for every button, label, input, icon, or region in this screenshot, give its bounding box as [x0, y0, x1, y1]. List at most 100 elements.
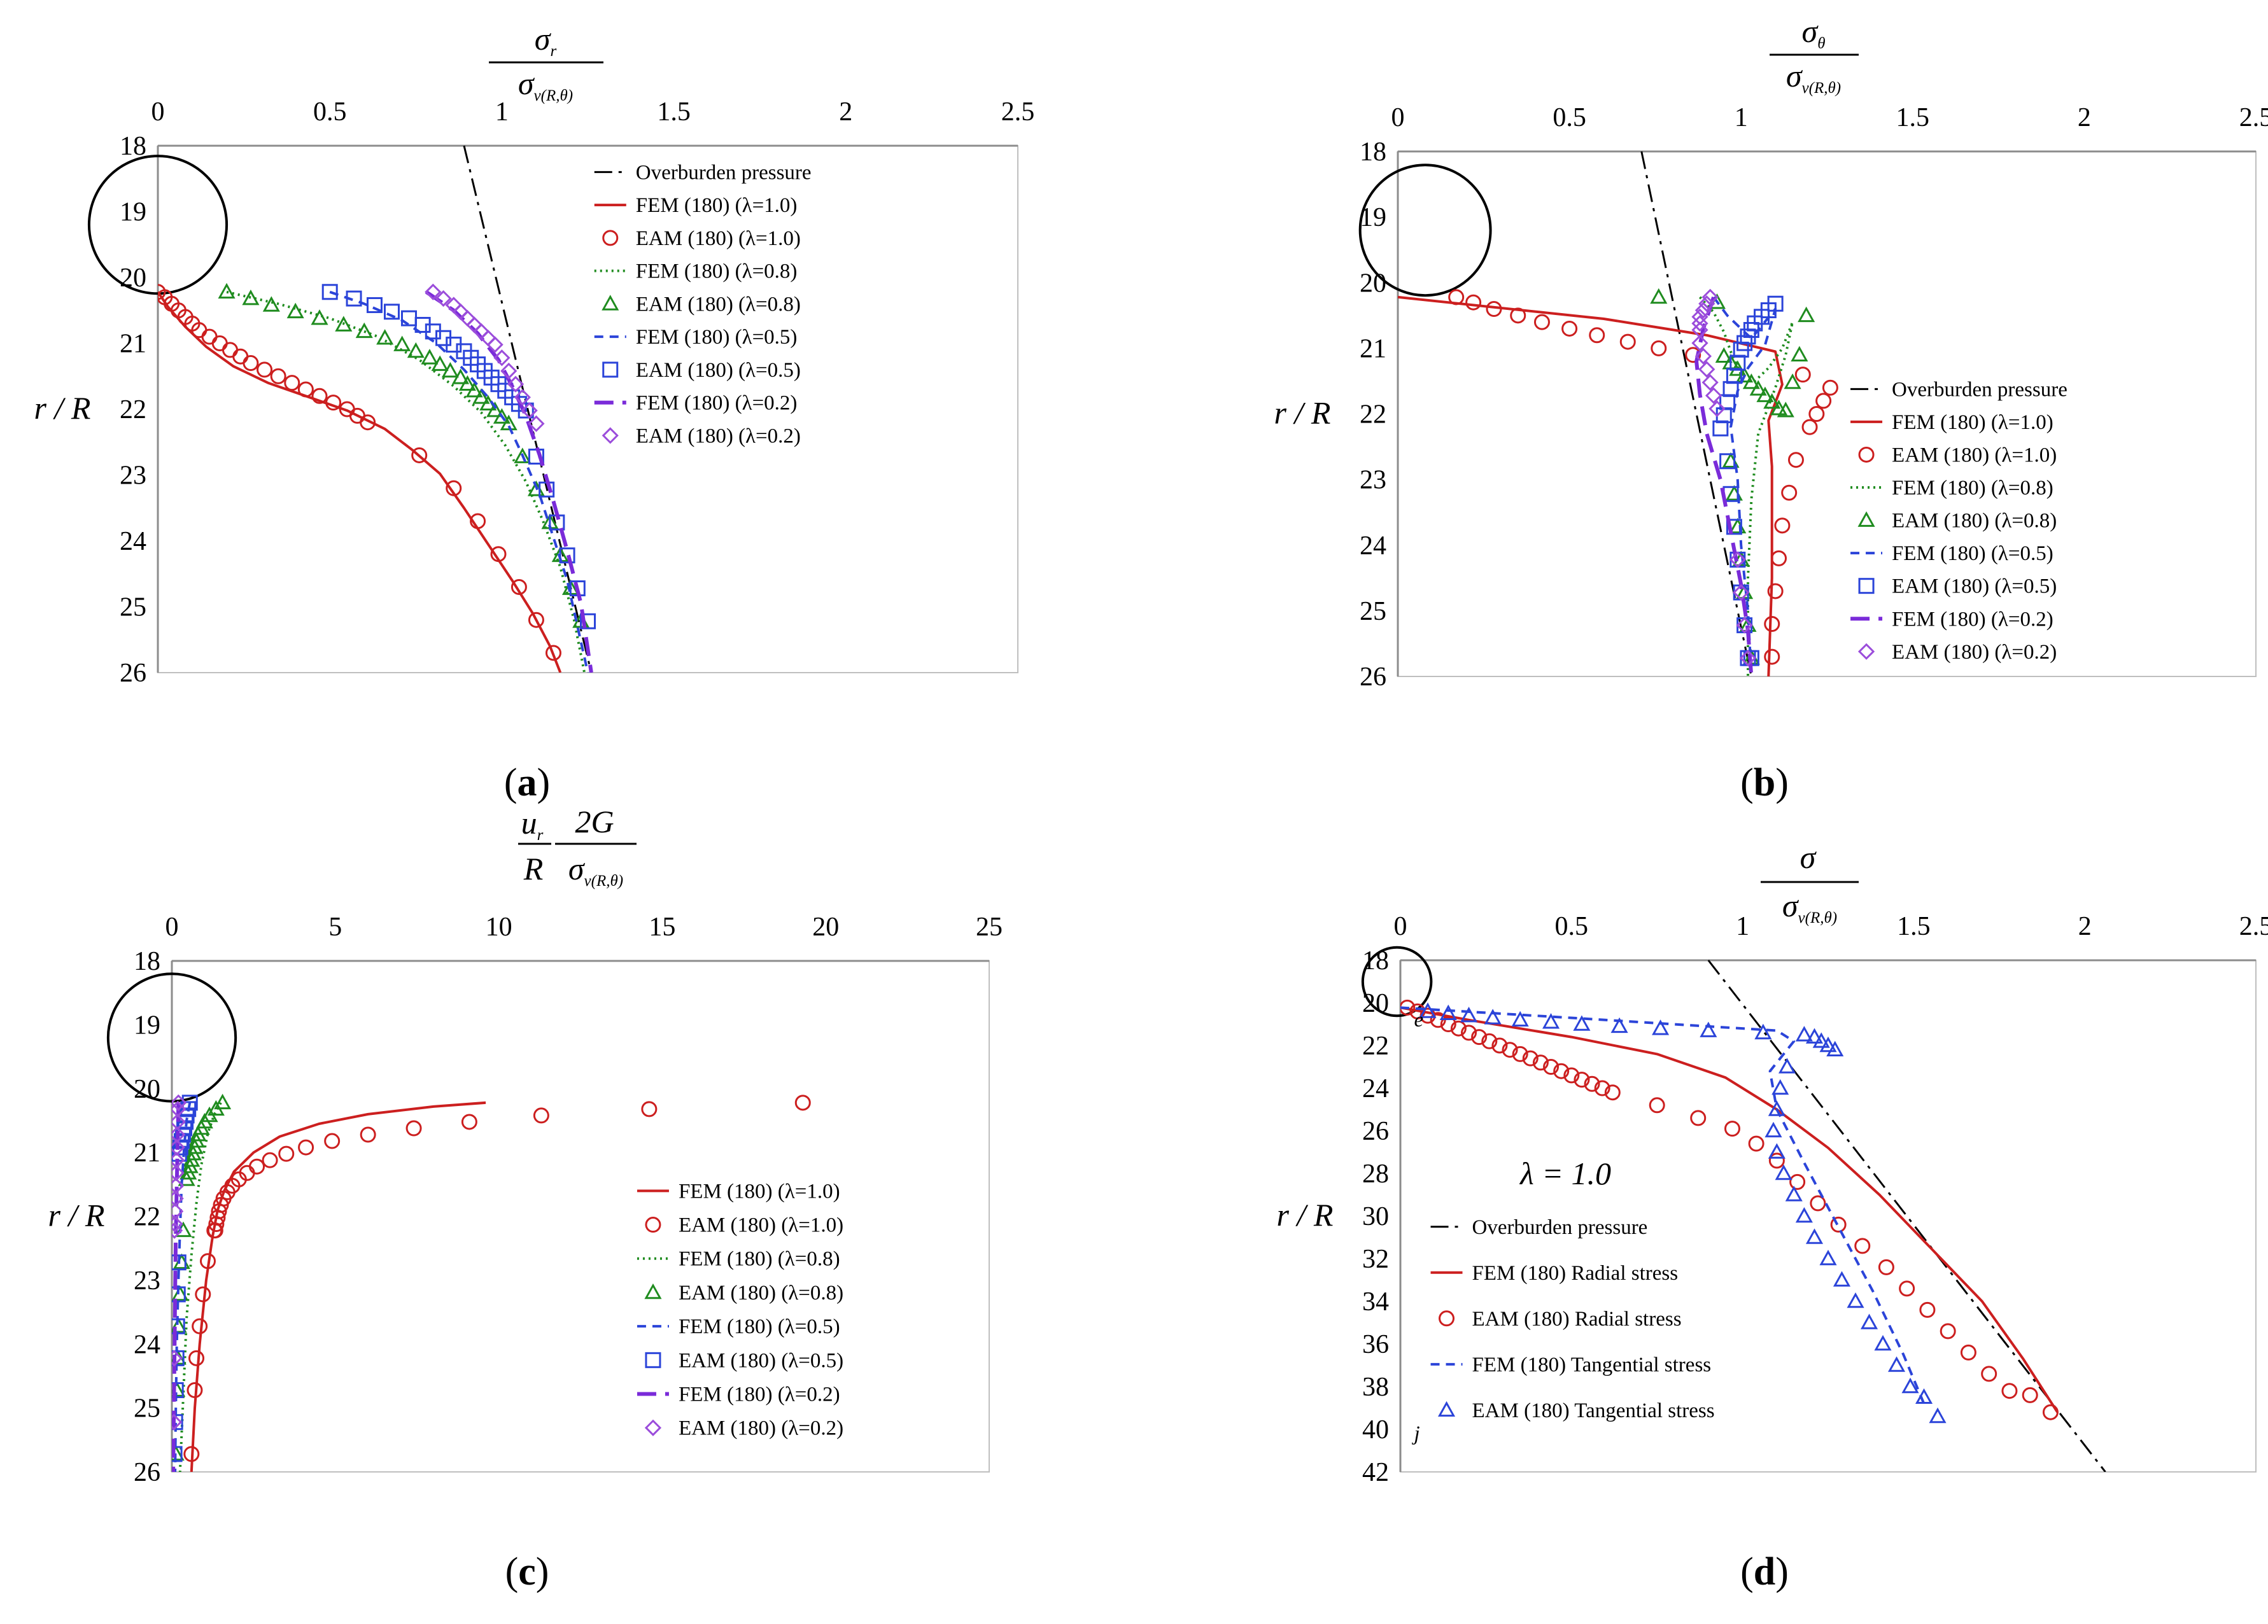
y-tick-label-b: 22	[1360, 400, 1386, 430]
y-tick-label-d: 42	[1362, 1458, 1389, 1487]
data-point-a-2	[158, 284, 166, 300]
data-point-b-4	[1742, 373, 1760, 389]
data-point-a-2	[325, 395, 342, 411]
x-tick-label-a: 2	[839, 97, 852, 127]
xlabel-c: ur R 2G σv(R,θ)	[518, 804, 637, 890]
data-point-d-4	[1778, 1058, 1796, 1074]
data-point-c-1	[206, 1222, 223, 1239]
data-point-d-4	[1805, 1228, 1824, 1244]
data-point-d-4	[1819, 1249, 1837, 1266]
data-point-b-2	[1815, 393, 1832, 409]
caption-d: (d)	[1740, 1550, 1789, 1593]
plot-frame-b	[1397, 151, 2257, 677]
data-point-c-3	[181, 1158, 199, 1173]
data-point-b-8	[1701, 288, 1719, 306]
series-line-d-0	[1707, 960, 2106, 1472]
data-point-d-4	[1826, 1040, 1844, 1056]
data-point-d-4	[1785, 1186, 1803, 1201]
data-point-c-1	[199, 1253, 216, 1270]
y-tick-label-b: 20	[1360, 269, 1386, 298]
x-tick-label-c: 0	[166, 913, 179, 942]
data-point-d-4	[1771, 1079, 1789, 1095]
data-point-d-2	[1960, 1344, 1976, 1361]
data-point-c-1	[298, 1139, 314, 1156]
plot-area-d	[1400, 960, 2106, 1472]
point-label-j: j	[1412, 1422, 1420, 1445]
legend-swatch-c	[645, 1217, 661, 1233]
data-point-b-8	[1701, 374, 1719, 391]
data-point-a-6	[321, 284, 338, 300]
svg-text:σ: σ	[1800, 839, 1817, 875]
data-point-a-2	[490, 546, 507, 563]
data-point-d-4	[1860, 1313, 1878, 1329]
data-point-b-2	[1448, 289, 1465, 305]
data-point-a-4	[486, 401, 504, 417]
data-point-d-4	[1805, 1028, 1824, 1044]
data-point-d-4	[1652, 1019, 1670, 1035]
y-tick-label-b: 23	[1360, 466, 1386, 495]
data-point-c-5	[172, 1318, 185, 1334]
data-point-a-4	[286, 302, 304, 319]
legend-swatch-b	[1858, 446, 1875, 463]
legend-label-b: Overburden pressure	[1892, 378, 2067, 401]
data-point-c-7	[172, 1413, 183, 1431]
data-point-d-2	[1768, 1152, 1785, 1169]
data-point-c-7	[172, 1222, 183, 1239]
data-point-a-2	[311, 388, 328, 404]
data-point-c-1	[360, 1126, 376, 1143]
data-point-d-2	[1471, 1029, 1488, 1046]
data-point-b-2	[1561, 320, 1578, 337]
data-point-d-4	[1847, 1292, 1864, 1308]
data-point-d-2	[1830, 1216, 1847, 1233]
data-point-a-6	[559, 547, 575, 564]
data-point-b-2	[1794, 367, 1811, 383]
caption-a: (a)	[504, 761, 550, 804]
y-axis-label-c: r / R	[48, 1198, 105, 1233]
data-point-a-6	[346, 290, 362, 307]
data-point-d-4	[1460, 1007, 1478, 1023]
data-point-a-8	[528, 415, 545, 432]
x-tick-label-d: 1.5	[1897, 912, 1931, 941]
data-point-a-6	[580, 613, 596, 629]
data-point-a-2	[545, 645, 561, 661]
data-point-c-3	[187, 1131, 206, 1148]
data-point-b-8	[1691, 315, 1708, 332]
data-point-d-2	[1584, 1075, 1600, 1092]
data-point-b-8	[1694, 302, 1712, 319]
legend-swatch-b	[1857, 511, 1875, 527]
data-point-b-4	[1777, 402, 1794, 417]
data-point-a-4	[421, 349, 439, 365]
point-label-i: e	[1414, 1009, 1424, 1032]
data-point-b-2	[1774, 517, 1791, 534]
data-point-b-2	[1801, 419, 1818, 435]
data-point-c-3	[172, 1317, 187, 1333]
data-point-a-8	[507, 375, 525, 393]
data-point-d-2	[1810, 1195, 1826, 1212]
data-point-c-5	[172, 1350, 185, 1366]
data-point-d-4	[1795, 1026, 1813, 1042]
data-point-a-4	[355, 322, 373, 339]
data-point-d-4	[1929, 1407, 1947, 1424]
data-point-c-3	[180, 1164, 197, 1180]
series-line-a-1	[158, 291, 562, 673]
data-point-d-2	[1604, 1084, 1621, 1101]
data-point-a-8	[435, 290, 452, 307]
x-tick-label-a: 0.5	[313, 97, 347, 127]
legend-c: FEM (180) (λ=1.0) EAM (180) (λ=1.0) FEM (1…	[637, 1180, 843, 1440]
data-point-c-1	[641, 1101, 658, 1117]
xlabel-a: σr σv(R,θ)	[489, 21, 603, 104]
y-tick-label-c: 26	[134, 1458, 160, 1487]
data-point-d-2	[1878, 1259, 1894, 1275]
plot-area-b	[1398, 151, 1838, 676]
data-point-c-1	[195, 1286, 211, 1303]
data-point-a-2	[470, 513, 486, 529]
data-point-b-2	[1771, 550, 1787, 566]
x-tick-label-d: 0	[1394, 912, 1407, 941]
data-point-b-2	[1685, 347, 1701, 363]
data-point-d-2	[1512, 1046, 1528, 1062]
data-point-b-2	[1764, 648, 1780, 665]
legend-label-a: FEM (180) (λ=0.8)	[636, 260, 798, 283]
data-point-a-2	[232, 348, 249, 365]
data-point-b-2	[1486, 301, 1502, 317]
